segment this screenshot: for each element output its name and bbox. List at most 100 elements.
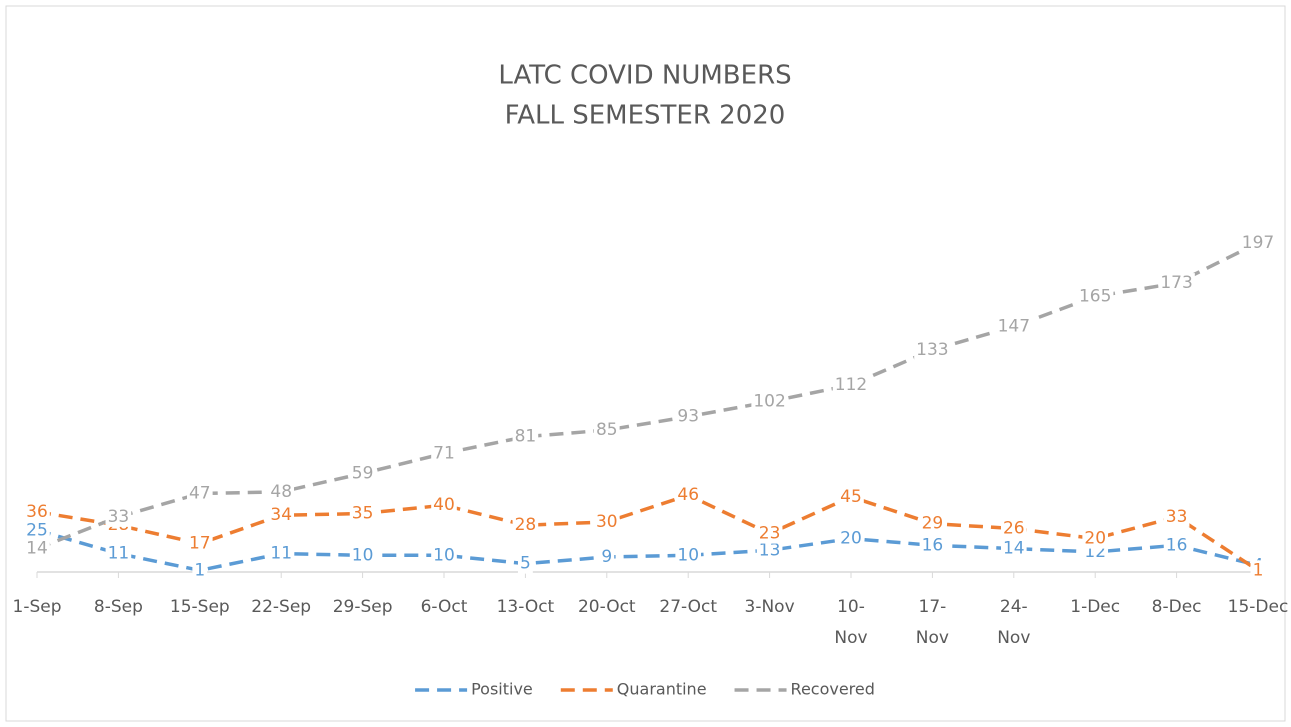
data-label: 71 (433, 443, 455, 463)
data-label-group: 9 (599, 546, 615, 567)
data-label: 17 (189, 534, 211, 554)
series-line (36, 528, 1259, 573)
data-label-bg (24, 501, 50, 522)
data-label: 26 (1003, 519, 1025, 539)
data-label: 25 (26, 520, 48, 540)
x-tick-label: 29-Sep (333, 597, 393, 617)
data-label: 35 (352, 504, 374, 524)
data-label-bg (192, 560, 208, 581)
data-label-bg (1163, 535, 1190, 556)
data-label-bg (186, 483, 213, 504)
data-label-bg (268, 543, 295, 564)
x-tick-label: 15-Sep (170, 597, 230, 617)
chart-frame (5, 5, 1286, 722)
data-label-bg (268, 505, 295, 526)
data-label-group: 23 (756, 523, 783, 544)
x-tick-label: 17-Nov (916, 597, 949, 648)
data-label-bg (593, 511, 620, 532)
data-label-bg (751, 391, 788, 412)
data-label: 197 (1242, 233, 1274, 253)
data-label-group: 147 (995, 316, 1033, 337)
x-tick-label: 10-Nov (834, 597, 867, 648)
data-label: 29 (922, 514, 944, 534)
data-label-bg (919, 513, 946, 534)
data-label-bg (1239, 233, 1277, 254)
data-label-bg (349, 463, 376, 484)
data-label-group: 71 (431, 443, 457, 464)
data-label-bg (105, 506, 132, 527)
data-label-group: 10 (349, 545, 376, 566)
data-label-bg (1076, 286, 1114, 307)
data-label-group: 47 (186, 483, 213, 504)
data-label-group: 16 (919, 535, 946, 556)
data-label-group: 11 (268, 543, 295, 564)
data-label: 45 (840, 487, 862, 507)
data-label-group: 36 (24, 501, 50, 522)
data-label: 13 (759, 540, 781, 560)
data-label-bg (268, 481, 295, 502)
data-label-group: 46 (675, 485, 702, 506)
x-tick-label: 8-Dec (1152, 597, 1202, 617)
data-label-group: 11 (105, 543, 132, 564)
data-label-group: 29 (919, 513, 946, 534)
data-label-group: 45 (838, 486, 864, 507)
data-label: 33 (108, 507, 130, 527)
data-label-group: 93 (675, 406, 702, 427)
legend-item: Positive (415, 680, 533, 699)
data-label-group: 5 (517, 553, 533, 574)
data-label-group: 13 (756, 540, 783, 561)
data-label-group: 20 (838, 528, 864, 549)
chart-title: LATC COVID NUMBERS (498, 61, 791, 91)
data-label: 20 (1084, 529, 1106, 549)
data-label-bg (675, 485, 702, 506)
x-tick-label: 6-Oct (421, 597, 468, 617)
data-label-bg (512, 426, 539, 447)
data-label: 1 (1253, 560, 1264, 580)
data-label-group: 173 (1158, 273, 1195, 294)
data-label: 23 (759, 524, 781, 544)
data-label-bg (675, 545, 702, 566)
data-label: 102 (753, 392, 785, 412)
data-label-bg (349, 503, 376, 524)
data-label-bg (24, 520, 50, 541)
data-label-bg (105, 543, 132, 564)
x-tick-label: 13-Oct (497, 597, 555, 617)
data-label: 165 (1079, 286, 1111, 306)
legend-label: Quarantine (617, 680, 707, 699)
data-label-bg (1082, 528, 1109, 549)
data-label-group: 14 (24, 538, 50, 559)
data-label: 20 (840, 529, 862, 549)
data-label-bg (431, 443, 457, 464)
series-line (36, 241, 1259, 551)
data-label-bg (186, 533, 213, 554)
data-label: 46 (677, 485, 699, 505)
series-line (36, 493, 1259, 572)
data-label: 10 (433, 545, 455, 565)
data-label: 14 (1003, 539, 1025, 559)
x-tick-label: 8-Sep (94, 597, 143, 617)
data-label-group: 10 (431, 545, 457, 566)
data-label-group: 1 (1250, 560, 1266, 581)
x-tick-label: 22-Sep (251, 597, 311, 617)
data-label-group: 25 (24, 520, 50, 541)
data-label: 9 (601, 547, 612, 567)
data-label: 14 (26, 539, 48, 559)
data-label: 133 (916, 340, 948, 360)
data-label-group: 165 (1076, 286, 1114, 307)
data-label-bg (1250, 560, 1266, 581)
data-label: 34 (270, 505, 292, 525)
data-label-group: 16 (1163, 535, 1190, 556)
data-label-bg (593, 420, 620, 441)
data-label-bg (431, 495, 457, 516)
legend-item: Quarantine (560, 680, 707, 699)
legend-label: Recovered (791, 680, 875, 699)
data-label-group: 10 (675, 545, 702, 566)
data-label-group: 30 (593, 511, 620, 532)
data-label-bg (919, 535, 946, 556)
data-label-bg (512, 515, 539, 536)
data-label: 16 (1166, 535, 1188, 555)
data-label-bg (838, 486, 864, 507)
data-label-group: 81 (512, 426, 539, 447)
data-label-bg (599, 546, 615, 567)
data-label-group: 112 (832, 374, 870, 395)
